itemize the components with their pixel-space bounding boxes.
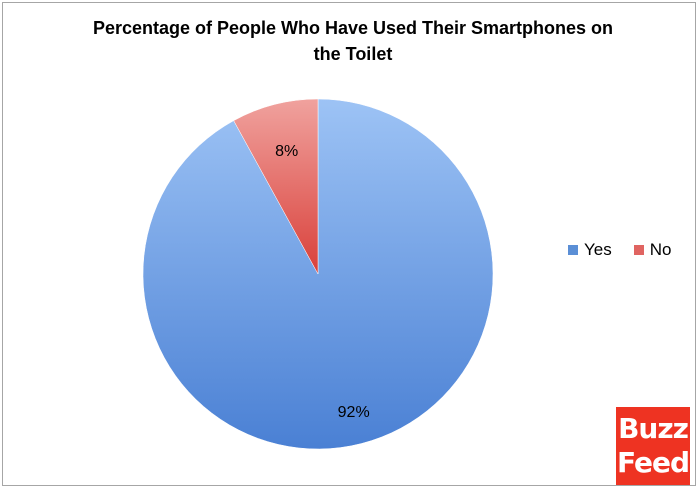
legend-item-no: No — [633, 240, 672, 260]
data-label-no: 8% — [275, 143, 298, 160]
data-label-yes: 92% — [338, 404, 370, 421]
chart-title-line-1: Percentage of People Who Have Used Their… — [92, 18, 614, 38]
chart-title-line-2: the Toilet — [313, 44, 393, 64]
chart-legend: Yes No — [568, 240, 693, 260]
chart-title: Percentage of People Who Have Used Their… — [73, 15, 633, 67]
pie-slice-no — [233, 98, 319, 275]
legend-swatch-no — [633, 245, 644, 255]
logo-line-2: Feed — [616, 446, 690, 479]
legend-swatch-yes — [568, 245, 578, 255]
legend-label-no: No — [649, 240, 672, 259]
legend-label-yes: Yes — [584, 240, 612, 259]
logo-line-1: Buzz — [618, 412, 689, 445]
buzzfeed-logo: Buzz Feed — [616, 407, 690, 485]
legend-item-yes: Yes — [568, 240, 612, 260]
